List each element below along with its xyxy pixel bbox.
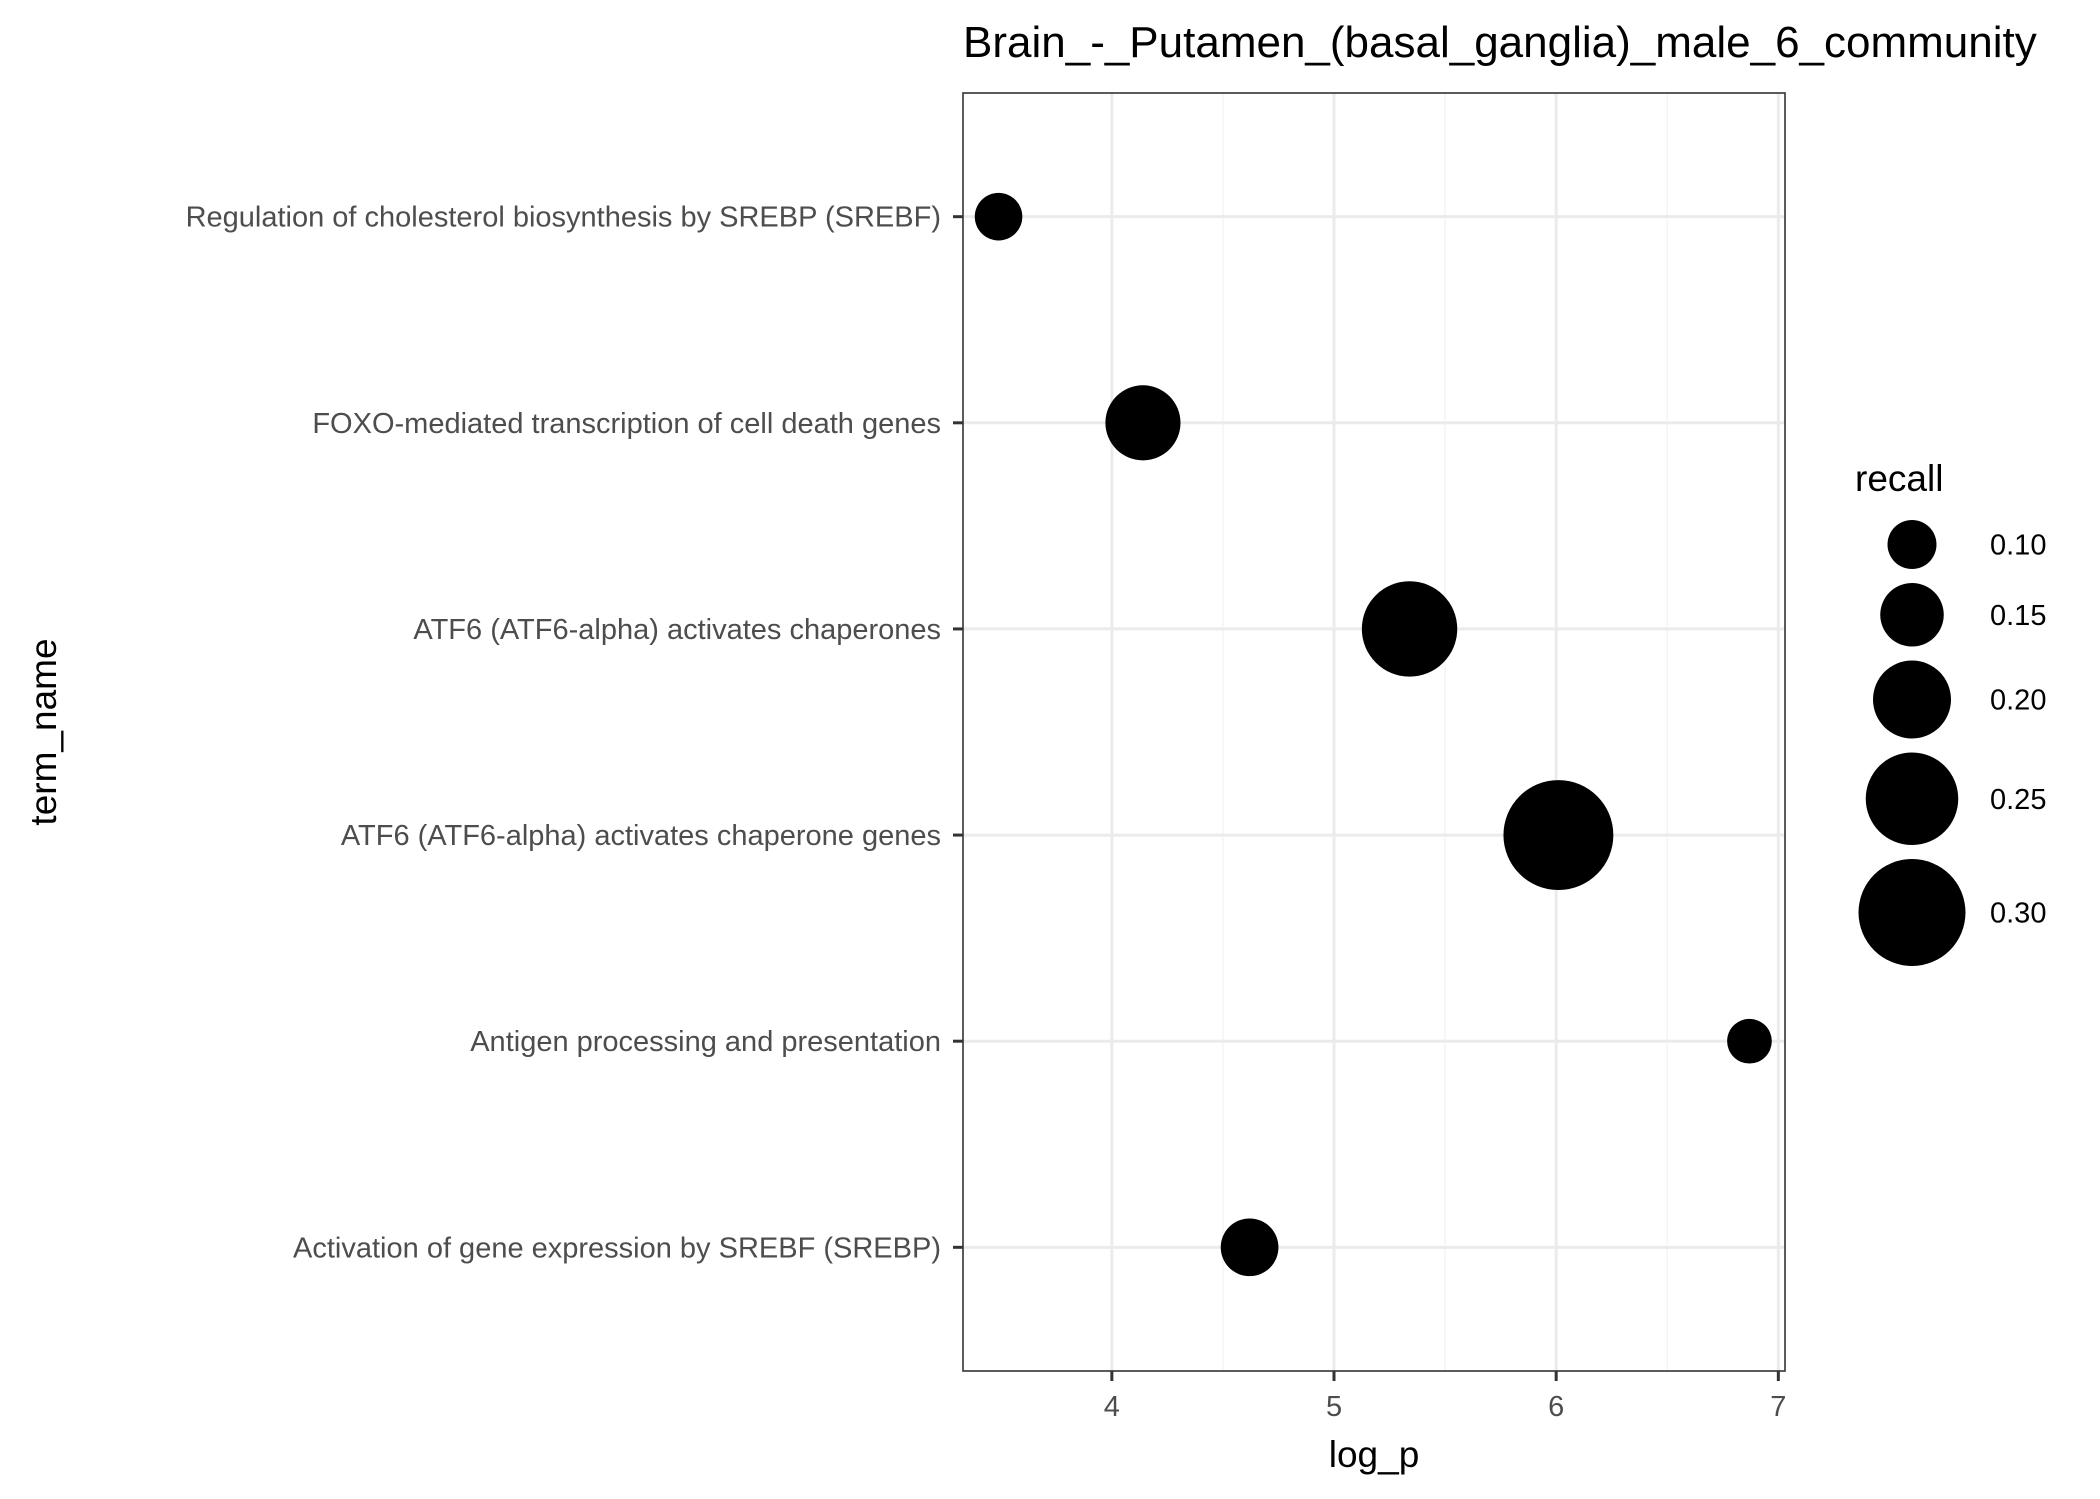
legend-label: 0.15: [1990, 600, 2046, 632]
y-axis-title: term_name: [23, 638, 64, 825]
legend-key: [1858, 859, 1966, 966]
data-point: [1503, 780, 1614, 891]
x-tick-label: 6: [1548, 1391, 1564, 1423]
data-point: [1105, 385, 1181, 461]
x-tick-label: 7: [1770, 1391, 1786, 1423]
grid: [963, 93, 1785, 1371]
y-tick-label: Activation of gene expression by SREBF (…: [293, 1232, 941, 1264]
x-axis-title: log_p: [1329, 1434, 1420, 1475]
legend-key: [1880, 583, 1944, 647]
data-point: [1361, 581, 1458, 677]
y-tick-label: Antigen processing and presentation: [470, 1026, 941, 1058]
x-tick-label: 4: [1104, 1391, 1120, 1423]
legend-label: 0.20: [1990, 685, 2046, 717]
y-tick-label: ATF6 (ATF6-alpha) activates chaperones: [413, 614, 941, 646]
legend-label: 0.10: [1990, 530, 2046, 562]
data-point: [1727, 1018, 1772, 1064]
legend-title: recall: [1855, 458, 1943, 499]
data-point: [1220, 1218, 1279, 1277]
y-tick-label: FOXO-mediated transcription of cell deat…: [312, 408, 941, 440]
x-tick-label: 5: [1326, 1391, 1342, 1423]
data-point: [974, 192, 1023, 241]
legend-key: [1865, 752, 1959, 845]
chart-title: Brain_-_Putamen_(basal_ganglia)_male_6_c…: [963, 18, 2037, 67]
legend-key: [1887, 520, 1937, 569]
y-tick-label: ATF6 (ATF6-alpha) activates chaperone ge…: [341, 820, 941, 852]
y-tick-label: Regulation of cholesterol biosynthesis b…: [186, 202, 941, 234]
legend-key: [1873, 660, 1951, 739]
panel-border: [962, 92, 1786, 1372]
x-axis: 4 5 6 7: [1104, 1371, 1786, 1423]
size-legend: recall 0.10 0.15 0.20 0.25 0.30: [1855, 458, 2046, 966]
legend-label: 0.30: [1990, 898, 2046, 930]
y-axis: Activation of gene expression by SREBF (…: [186, 202, 963, 1264]
legend-label: 0.25: [1990, 784, 2046, 816]
data-points: [974, 192, 1772, 1277]
